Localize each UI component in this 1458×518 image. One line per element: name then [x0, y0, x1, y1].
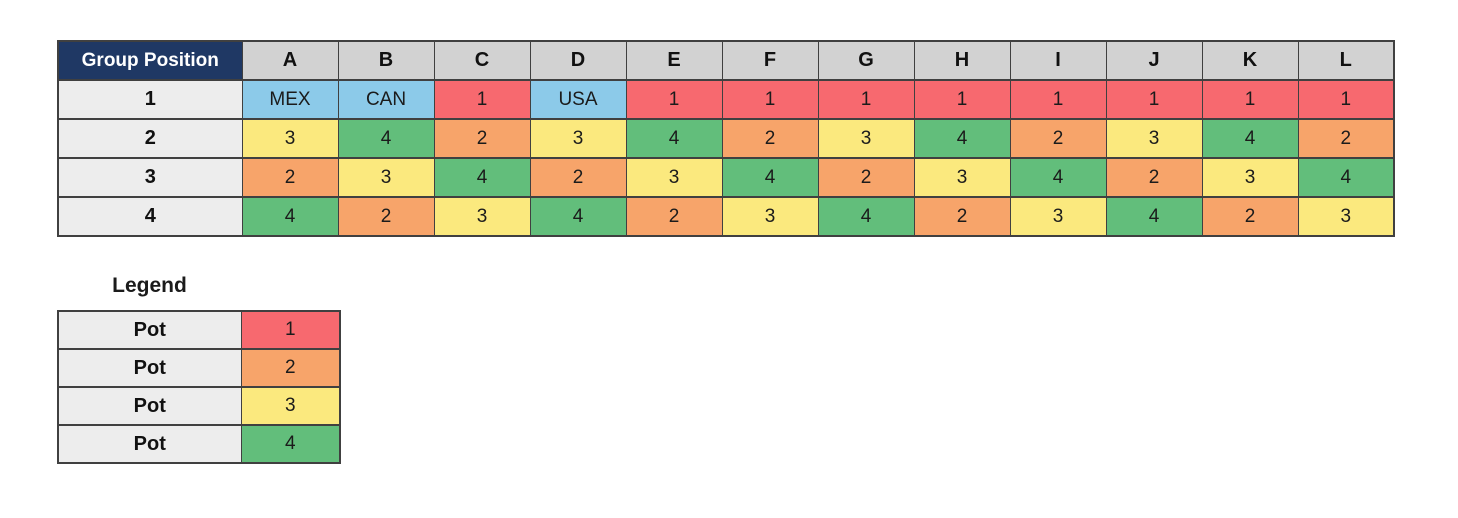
- cell-h-pos2: 4: [913, 118, 1011, 159]
- column-header-b: B: [337, 40, 435, 81]
- cell-l-pos2: 2: [1297, 118, 1395, 159]
- cell-e-pos2: 4: [625, 118, 723, 159]
- cell-g-pos3: 2: [817, 157, 915, 198]
- cell-j-pos4: 4: [1105, 196, 1203, 237]
- cell-k-pos4: 2: [1201, 196, 1299, 237]
- column-header-f: F: [721, 40, 819, 81]
- cell-i-pos2: 2: [1009, 118, 1107, 159]
- group-table-body: 1 MEX CAN 1 USA 1 1 1 1 1 1 1 1 2 3 4 2 3 4 2 3 4 2 3 4 2 3 2 3 4 2 3 4 2…: [57, 79, 1395, 237]
- cell-h-pos1: 1: [913, 79, 1011, 120]
- legend-title: Legend: [112, 274, 187, 297]
- cell-c-pos3: 4: [433, 157, 531, 198]
- legend-pot-label-1: Pot: [57, 310, 242, 350]
- cell-k-pos1: 1: [1201, 79, 1299, 120]
- legend-row: Pot 2: [57, 348, 341, 388]
- cell-j-pos2: 3: [1105, 118, 1203, 159]
- row-label-position-3: 3: [57, 157, 243, 198]
- cell-e-pos4: 2: [625, 196, 723, 237]
- cell-b-pos2: 4: [337, 118, 435, 159]
- cell-g-pos2: 3: [817, 118, 915, 159]
- cell-d-pos3: 2: [529, 157, 627, 198]
- cell-i-pos4: 3: [1009, 196, 1107, 237]
- cell-i-pos3: 4: [1009, 157, 1107, 198]
- cell-d-pos1: USA: [529, 79, 627, 120]
- legend-row: Pot 3: [57, 386, 341, 426]
- group-position-table-container: Group Position A B C D E F G H I J K L 1 MEX CAN 1 USA 1 1…: [57, 40, 1395, 237]
- legend-pot-label-4: Pot: [57, 424, 242, 464]
- cell-f-pos2: 2: [721, 118, 819, 159]
- column-header-e: E: [625, 40, 723, 81]
- cell-c-pos4: 3: [433, 196, 531, 237]
- cell-a-pos3: 2: [241, 157, 339, 198]
- legend-pot-swatch-1: 1: [240, 310, 341, 350]
- column-header-d: D: [529, 40, 627, 81]
- cell-d-pos2: 3: [529, 118, 627, 159]
- column-header-i: I: [1009, 40, 1107, 81]
- row-label-position-1: 1: [57, 79, 243, 120]
- cell-k-pos3: 3: [1201, 157, 1299, 198]
- column-header-g: G: [817, 40, 915, 81]
- cell-h-pos4: 2: [913, 196, 1011, 237]
- column-header-c: C: [433, 40, 531, 81]
- row-label-position-2: 2: [57, 118, 243, 159]
- legend-table-body: Pot 1 Pot 2 Pot 3 Pot 4: [57, 310, 341, 464]
- legend-table-container: Pot 1 Pot 2 Pot 3 Pot 4: [57, 310, 341, 464]
- cell-f-pos1: 1: [721, 79, 819, 120]
- group-position-table: Group Position A B C D E F G H I J K L 1 MEX CAN 1 USA 1 1…: [57, 40, 1395, 237]
- table-row: 1 MEX CAN 1 USA 1 1 1 1 1 1 1 1: [57, 79, 1395, 120]
- cell-a-pos4: 4: [241, 196, 339, 237]
- legend-pot-label-2: Pot: [57, 348, 242, 388]
- legend-pot-label-3: Pot: [57, 386, 242, 426]
- cell-l-pos3: 4: [1297, 157, 1395, 198]
- cell-b-pos1: CAN: [337, 79, 435, 120]
- legend-table: Pot 1 Pot 2 Pot 3 Pot 4: [57, 310, 341, 464]
- cell-e-pos1: 1: [625, 79, 723, 120]
- legend-row: Pot 1: [57, 310, 341, 350]
- group-table-header-row: Group Position A B C D E F G H I J K L: [57, 40, 1395, 81]
- cell-l-pos1: 1: [1297, 79, 1395, 120]
- column-header-l: L: [1297, 40, 1395, 81]
- cell-j-pos3: 2: [1105, 157, 1203, 198]
- cell-g-pos1: 1: [817, 79, 915, 120]
- cell-f-pos3: 4: [721, 157, 819, 198]
- cell-b-pos3: 3: [337, 157, 435, 198]
- row-label-position-4: 4: [57, 196, 243, 237]
- column-header-a: A: [241, 40, 339, 81]
- cell-b-pos4: 2: [337, 196, 435, 237]
- cell-l-pos4: 3: [1297, 196, 1395, 237]
- column-header-j: J: [1105, 40, 1203, 81]
- legend-row: Pot 4: [57, 424, 341, 464]
- cell-f-pos4: 3: [721, 196, 819, 237]
- cell-d-pos4: 4: [529, 196, 627, 237]
- legend-pot-swatch-4: 4: [240, 424, 341, 464]
- cell-c-pos1: 1: [433, 79, 531, 120]
- cell-i-pos1: 1: [1009, 79, 1107, 120]
- cell-k-pos2: 4: [1201, 118, 1299, 159]
- cell-e-pos3: 3: [625, 157, 723, 198]
- group-table-head: Group Position A B C D E F G H I J K L: [57, 40, 1395, 81]
- cell-g-pos4: 4: [817, 196, 915, 237]
- cell-j-pos1: 1: [1105, 79, 1203, 120]
- cell-c-pos2: 2: [433, 118, 531, 159]
- column-header-k: K: [1201, 40, 1299, 81]
- cell-a-pos2: 3: [241, 118, 339, 159]
- legend-pot-swatch-2: 2: [240, 348, 341, 388]
- group-position-corner-header: Group Position: [57, 40, 243, 81]
- column-header-h: H: [913, 40, 1011, 81]
- cell-h-pos3: 3: [913, 157, 1011, 198]
- cell-a-pos1: MEX: [241, 79, 339, 120]
- legend-pot-swatch-3: 3: [240, 386, 341, 426]
